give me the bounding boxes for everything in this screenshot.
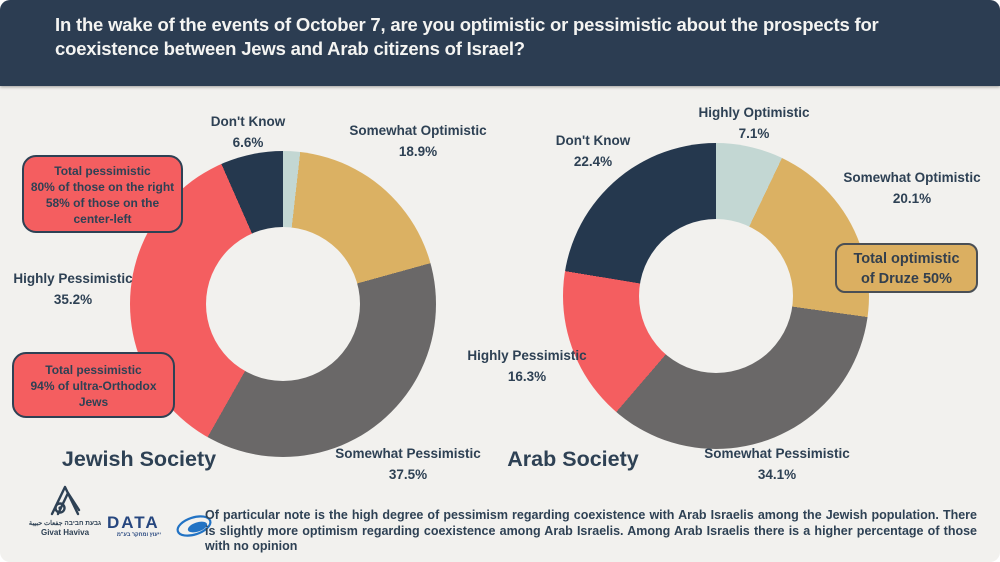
callout-pessimistic-right-centerleft: Total pessimistic 80% of those on the ri… — [22, 155, 183, 233]
givat-haviva-mark-icon — [50, 485, 81, 516]
givat-haviva-name-en: Givat Haviva — [40, 528, 90, 537]
data-logo-wordmark: DATA — [107, 513, 160, 532]
donut-hole — [639, 219, 793, 373]
title-line-1: In the wake of the events of October 7, … — [55, 14, 879, 35]
data-swoosh-icon — [176, 515, 212, 537]
label-jewish-highly-pessimistic: Highly Pessimistic 35.2% — [13, 271, 133, 307]
label-arab-somewhat-pessimistic: Somewhat Pessimistic 34.1% — [704, 446, 850, 482]
givat-haviva-logo: גבעת חביבה جفعات حبيبة Givat Haviva — [22, 483, 108, 537]
title-line-2: coexistence between Jews and Arab citize… — [55, 38, 525, 59]
data-logo-subtext: ייעוץ ומחקר בע"מ — [116, 532, 162, 538]
callout-pessimistic-ultra-orthodox: Total pessimistic 94% of ultra-Orthodox … — [12, 352, 175, 418]
label-jewish-somewhat-pessimistic: Somewhat Pessimistic 37.5% — [335, 446, 481, 482]
data-logo: DATA ייעוץ ומחקר בע"מ — [107, 513, 219, 539]
chart-title-jewish-society: Jewish Society — [61, 447, 217, 471]
chart-title-arab-society: Arab Society — [507, 447, 639, 471]
label-arab-highly-pessimistic: Highly Pessimistic 16.3% — [467, 348, 587, 384]
donut-chart-arab-society — [563, 143, 869, 449]
label-jewish-dont-know: Don't Know 6.6% — [210, 114, 286, 150]
page-title: In the wake of the events of October 7, … — [55, 13, 879, 61]
callout-optimistic-druze: Total optimistic of Druze 50% — [835, 243, 978, 293]
header: In the wake of the events of October 7, … — [0, 0, 1000, 86]
donut-hole — [206, 227, 360, 381]
givat-haviva-name-native: גבעת חביבה جفعات حبيبة — [28, 520, 102, 527]
label-arab-dont-know: Don't Know 22.4% — [555, 133, 631, 169]
note-text: Of particular note is the high degree of… — [205, 508, 977, 553]
label-arab-highly-optimistic: Highly Optimistic 7.1% — [698, 105, 810, 141]
label-jewish-somewhat-optimistic: Somewhat Optimistic 18.9% — [349, 123, 487, 159]
label-arab-somewhat-optimistic: Somewhat Optimistic 20.1% — [843, 170, 981, 206]
donut-chart-jewish-society — [130, 151, 436, 457]
